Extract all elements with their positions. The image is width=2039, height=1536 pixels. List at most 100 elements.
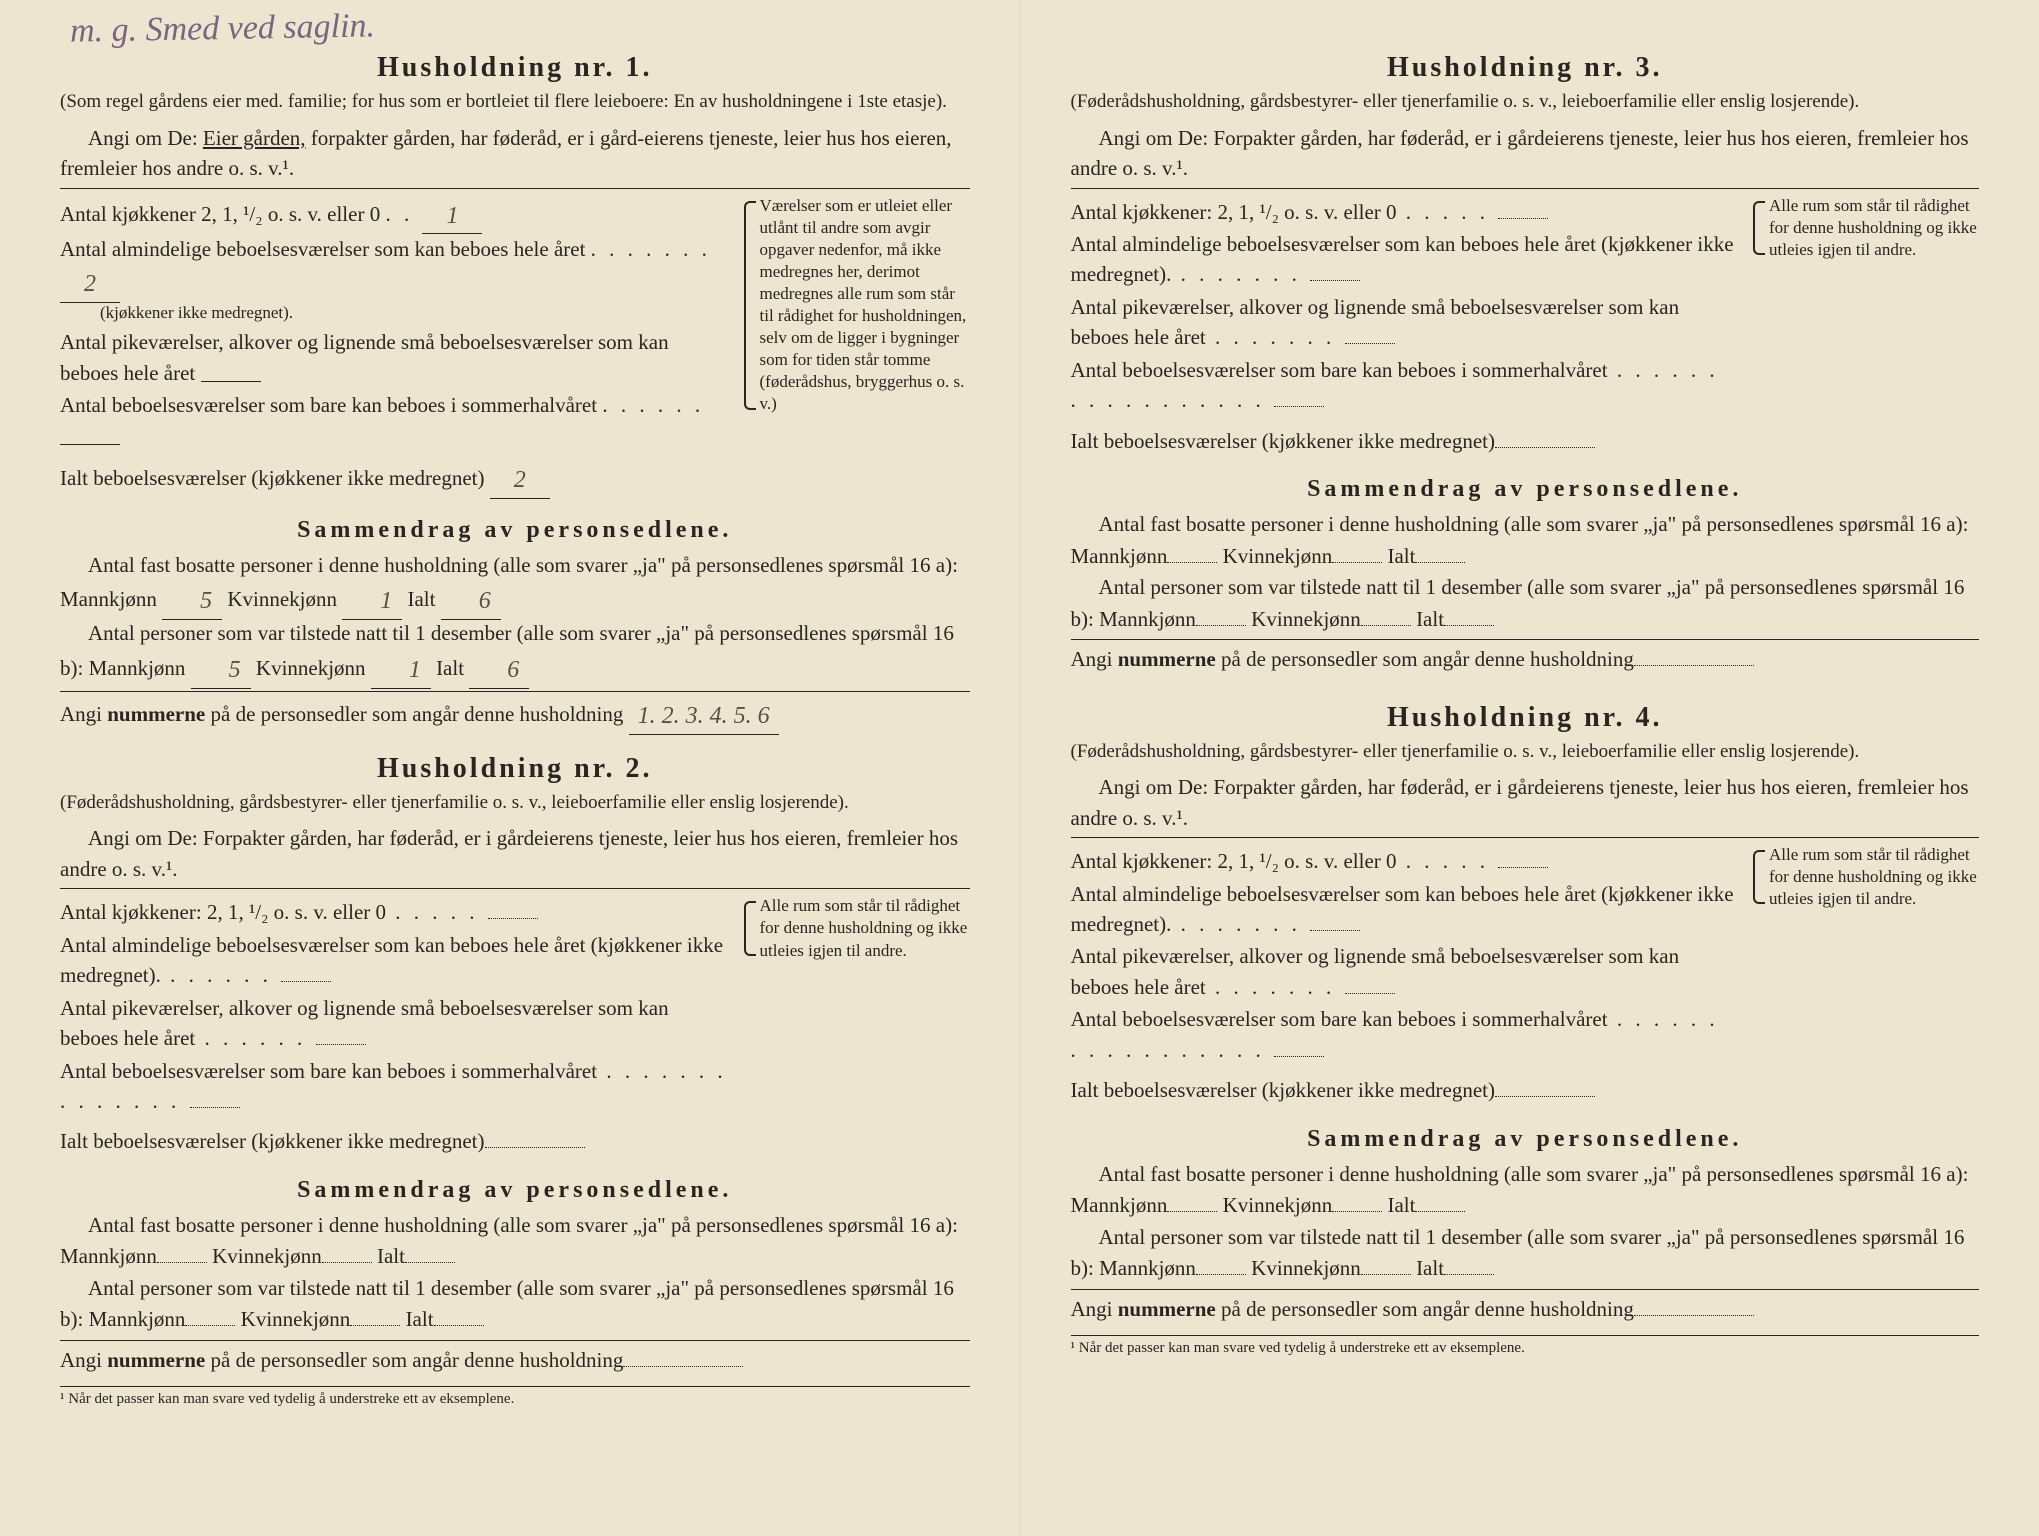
household-2-angi: Angi om De: Forpakter gården, har føderå… <box>60 823 970 884</box>
sum16a-label: Antal fast bosatte personer i denne hush… <box>88 1213 958 1237</box>
household-1-angi: Angi om De: Eier gården, forpakter gårde… <box>60 123 970 184</box>
small-row: Antal pikeværelser, alkover og lignende … <box>1071 292 1738 353</box>
sum16a: Antal fast bosatte personer i denne hush… <box>1071 509 1980 572</box>
household-2-sidenote: Alle rum som står til rådighet for denne… <box>742 895 970 961</box>
sum16a-i: 6 <box>441 583 501 620</box>
summer-row: Antal beboelsesværelser som bare kan beb… <box>1071 355 1738 416</box>
household-3-sidenote: Alle rum som står til rådighet for denne… <box>1751 195 1979 261</box>
summer-label: Antal beboelsesværelser som bare kan beb… <box>60 1059 597 1083</box>
sum16b: Antal personer som var tilstede natt til… <box>60 1273 970 1336</box>
total-value <box>485 1147 585 1148</box>
ordinary-note: (kjøkkener ikke medregnet). <box>100 301 728 326</box>
sum16b-m <box>185 1325 235 1326</box>
household-4-summary-title: Sammendrag av personsedlene. <box>1071 1126 1980 1153</box>
rule <box>1071 1289 1980 1290</box>
kvinne-label: Kvinnekjønn <box>1251 607 1361 631</box>
household-1-rooms-block: Antal kjøkkener 2, 1, ¹/₂ o. s. v. eller… <box>60 195 970 499</box>
sum16a-k <box>322 1262 372 1263</box>
ordinary-label: Antal almindelige beboelsesværelser som … <box>60 933 723 987</box>
sum16a-m <box>1167 562 1217 563</box>
total-row: Ialt beboelsesværelser (kjøkkener ikke m… <box>1071 1075 1738 1105</box>
total-value <box>1495 447 1595 448</box>
nums-row: Angi nummerne på de personsedler som ang… <box>1071 1294 1980 1326</box>
kitchens-label: Antal kjøkkener 2, 1, ¹/₂ o. s. v. eller… <box>60 202 380 226</box>
small-value <box>201 381 261 382</box>
sum16a-m <box>157 1262 207 1263</box>
household-2-summary-title: Sammendrag av personsedlene. <box>60 1177 970 1204</box>
household-1-sidenote: Værelser som er utleiet eller utlånt til… <box>742 195 970 416</box>
small-label: Antal pikeværelser, alkover og lignende … <box>1071 295 1680 349</box>
mann-label: Mannkjønn <box>1071 1193 1168 1217</box>
mann-label: Mannkjønn <box>60 587 157 611</box>
kitchens-label: Antal kjøkkener: 2, 1, ¹/₂ o. s. v. elle… <box>60 900 386 924</box>
kitchens-label: Antal kjøkkener: 2, 1, ¹/₂ o. s. v. elle… <box>1071 200 1397 224</box>
sum16a-k: 1 <box>342 583 402 620</box>
mann-label: Mannkjønn <box>89 656 186 680</box>
household-4-paren: (Føderådshusholdning, gårdsbestyrer- ell… <box>1071 740 1980 765</box>
household-1-title: Husholdning nr. 1. <box>60 52 970 84</box>
total-row: Ialt beboelsesværelser (kjøkkener ikke m… <box>60 1126 728 1156</box>
ordinary-row: Antal almindelige beboelsesværelser som … <box>1071 229 1738 290</box>
kvinne-label: Kvinnekjønn <box>212 1244 322 1268</box>
angi-prefix: Angi om De: <box>88 126 203 150</box>
kvinne-label: Kvinnekjønn <box>241 1307 351 1331</box>
sum16b-i <box>1444 625 1494 626</box>
sum16b-m <box>1196 625 1246 626</box>
household-3-paren: (Føderådshusholdning, gårdsbestyrer- ell… <box>1071 90 1980 115</box>
sum16b-k <box>1361 625 1411 626</box>
nums-row: Angi nummerne på de personsedler som ang… <box>1071 644 1980 676</box>
ialt-label: Ialt <box>1416 1256 1444 1280</box>
ordinary-row: Antal almindelige beboelsesværelser som … <box>1071 879 1738 940</box>
household-1-summary-title: Sammendrag av personsedlene. <box>60 517 970 544</box>
kvinne-label: Kvinnekjønn <box>1251 1256 1361 1280</box>
small-row: Antal pikeværelser, alkover og lignende … <box>60 993 728 1054</box>
household-4: Husholdning nr. 4. (Føderådshusholdning,… <box>1071 702 1980 1358</box>
ordinary-value <box>281 981 331 982</box>
sum16b-i <box>434 1325 484 1326</box>
nums-value <box>623 1366 743 1367</box>
total-row: Ialt beboelsesværelser (kjøkkener ikke m… <box>60 461 728 497</box>
household-4-sidenote: Alle rum som står til rådighet for denne… <box>1751 844 1979 910</box>
mann-label: Mannkjønn <box>89 1307 186 1331</box>
summer-row: Antal beboelsesværelser som bare kan beb… <box>60 390 728 451</box>
household-3-rooms-block: Antal kjøkkener: 2, 1, ¹/₂ o. s. v. elle… <box>1071 195 1980 459</box>
total-value <box>1495 1096 1595 1097</box>
handwritten-annotation: m. g. Smed ved saglin. <box>70 7 376 50</box>
sum16a-label: Antal fast bosatte personer i denne hush… <box>1099 512 1969 536</box>
household-1: Husholdning nr. 1. (Som regel gårdens ei… <box>60 52 970 733</box>
ordinary-label: Antal almindelige beboelsesværelser som … <box>60 237 585 261</box>
total-row: Ialt beboelsesværelser (kjøkkener ikke m… <box>1071 426 1738 456</box>
kitchens-label: Antal kjøkkener: 2, 1, ¹/₂ o. s. v. elle… <box>1071 849 1397 873</box>
kitchens-value <box>1498 218 1548 219</box>
ialt-label: Ialt <box>377 1244 405 1268</box>
sum16b-label: Antal personer som var tilstede natt til… <box>60 1276 954 1332</box>
small-row: Antal pikeværelser, alkover og lignende … <box>60 327 728 388</box>
angi-underlined: Eier gården, <box>203 126 306 150</box>
sum16b-k <box>350 1325 400 1326</box>
small-label: Antal pikeværelser, alkover og lignende … <box>60 996 669 1050</box>
ialt-label: Ialt <box>1387 544 1415 568</box>
household-2-rooms-block: Antal kjøkkener: 2, 1, ¹/₂ o. s. v. elle… <box>60 895 970 1159</box>
mann-label: Mannkjønn <box>1071 544 1168 568</box>
document-page: m. g. Smed ved saglin. Husholdning nr. 1… <box>0 0 2039 1536</box>
sum16a: Antal fast bosatte personer i denne hush… <box>60 550 970 619</box>
small-value <box>1345 993 1395 994</box>
kvinne-label: Kvinnekjønn <box>1223 1193 1333 1217</box>
sum16b-m <box>1196 1274 1246 1275</box>
rule <box>60 188 970 189</box>
summer-label: Antal beboelsesværelser som bare kan beb… <box>60 393 597 417</box>
household-2-paren: (Føderådshusholdning, gårdsbestyrer- ell… <box>60 791 970 816</box>
sum16a: Antal fast bosatte personer i denne hush… <box>60 1210 970 1273</box>
nums-value <box>1634 1315 1754 1316</box>
ordinary-value <box>1310 930 1360 931</box>
mann-label: Mannkjønn <box>1099 1256 1196 1280</box>
sum16a-k <box>1332 562 1382 563</box>
nums-row: Angi nummerne på de personsedler som ang… <box>60 696 970 733</box>
sum16a-label: Antal fast bosatte personer i denne hush… <box>88 553 958 577</box>
nummerne-word: nummerne <box>107 702 205 726</box>
rule <box>1071 188 1980 189</box>
sum16a: Antal fast bosatte personer i denne hush… <box>1071 1159 1980 1222</box>
sum16b: Antal personer som var tilstede natt til… <box>1071 572 1980 635</box>
small-label: Antal pikeværelser, alkover og lignende … <box>60 330 669 384</box>
sum16b-m: 5 <box>191 652 251 689</box>
